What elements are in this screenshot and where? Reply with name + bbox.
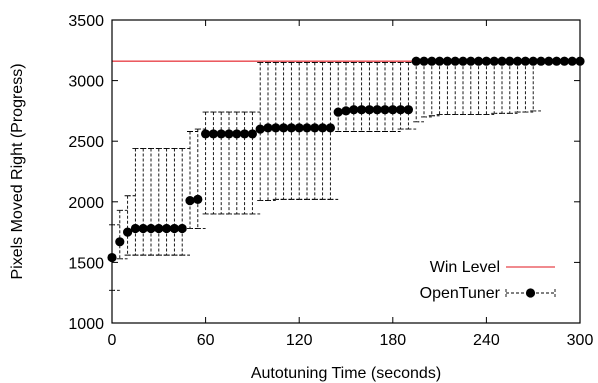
data-point	[520, 56, 531, 66]
y-tick-label: 1000	[68, 316, 104, 333]
data-point	[255, 124, 265, 134]
data-point	[450, 56, 460, 66]
data-point	[310, 123, 320, 133]
data-point	[357, 105, 367, 115]
x-tick-label: 300	[567, 332, 594, 349]
data-point	[232, 129, 242, 139]
data-point	[419, 56, 429, 66]
data-point	[497, 56, 507, 66]
legend-swatch-marker	[525, 288, 536, 298]
x-tick-label: 0	[108, 332, 117, 349]
data-point	[162, 223, 172, 234]
data-point	[528, 56, 538, 66]
data-point	[513, 56, 523, 66]
data-point	[396, 105, 406, 115]
data-point	[193, 194, 203, 204]
data-point	[427, 56, 437, 66]
opentuner-series	[107, 56, 585, 263]
data-point	[435, 56, 445, 66]
data-point	[325, 123, 335, 133]
data-point	[489, 56, 499, 66]
data-point	[169, 223, 179, 234]
data-point	[349, 105, 359, 115]
data-point	[240, 129, 250, 139]
data-point	[271, 123, 281, 133]
legend-label-win-level: Win Level	[430, 259, 500, 276]
data-point	[466, 56, 476, 66]
data-point	[177, 223, 187, 234]
y-tick-label: 2500	[68, 134, 104, 151]
data-point	[208, 129, 218, 139]
y-tick-label: 2000	[68, 195, 104, 212]
data-point	[544, 56, 554, 66]
data-point	[442, 56, 452, 66]
legend-label-opentuner: OpenTuner	[420, 285, 501, 302]
data-point	[318, 123, 328, 133]
data-point	[302, 123, 312, 133]
data-point	[536, 56, 546, 66]
data-point	[364, 105, 374, 115]
data-point	[333, 107, 343, 117]
y-tick-label: 1500	[68, 255, 104, 272]
data-point	[286, 123, 296, 133]
x-axis-label: Autotuning Time (seconds)	[251, 365, 441, 382]
data-point	[411, 56, 421, 66]
x-tick-label: 180	[379, 332, 406, 349]
x-tick-label: 60	[197, 332, 215, 349]
y-axis-label: Pixels Moved Right (Progress)	[9, 63, 26, 279]
data-point	[380, 105, 390, 115]
data-point	[567, 56, 577, 66]
x-tick-label: 240	[473, 332, 500, 349]
data-point	[279, 123, 289, 133]
data-point	[138, 223, 148, 234]
data-point	[130, 223, 140, 234]
data-point	[115, 237, 125, 247]
data-point	[481, 56, 491, 66]
data-point	[201, 129, 211, 139]
data-point	[559, 56, 570, 66]
data-point	[216, 129, 226, 139]
axis-ticks: 0 60 120 180 240 300 1000 1500 2000 2500 3000 3500	[68, 13, 593, 349]
data-point	[146, 223, 156, 234]
plot-frame	[111, 19, 581, 324]
data-point	[388, 105, 398, 115]
y-tick-label: 3000	[68, 74, 104, 91]
data-point	[458, 56, 468, 66]
data-point	[341, 106, 351, 116]
data-point	[552, 56, 562, 66]
x-tick-label: 120	[286, 332, 313, 349]
data-point	[154, 223, 164, 234]
data-point	[474, 56, 484, 66]
data-point	[403, 105, 413, 115]
error-bars	[109, 60, 583, 291]
data-point	[294, 123, 304, 133]
data-point	[372, 105, 382, 115]
legend: Win Level OpenTuner	[420, 259, 556, 302]
y-tick-label: 3500	[68, 13, 104, 30]
data-point	[263, 123, 273, 133]
data-point	[185, 195, 195, 206]
data-point	[123, 227, 133, 237]
data-point	[505, 56, 515, 66]
data-point	[247, 129, 257, 139]
legend-swatch-opentuner	[505, 288, 556, 298]
data-point	[224, 129, 234, 139]
